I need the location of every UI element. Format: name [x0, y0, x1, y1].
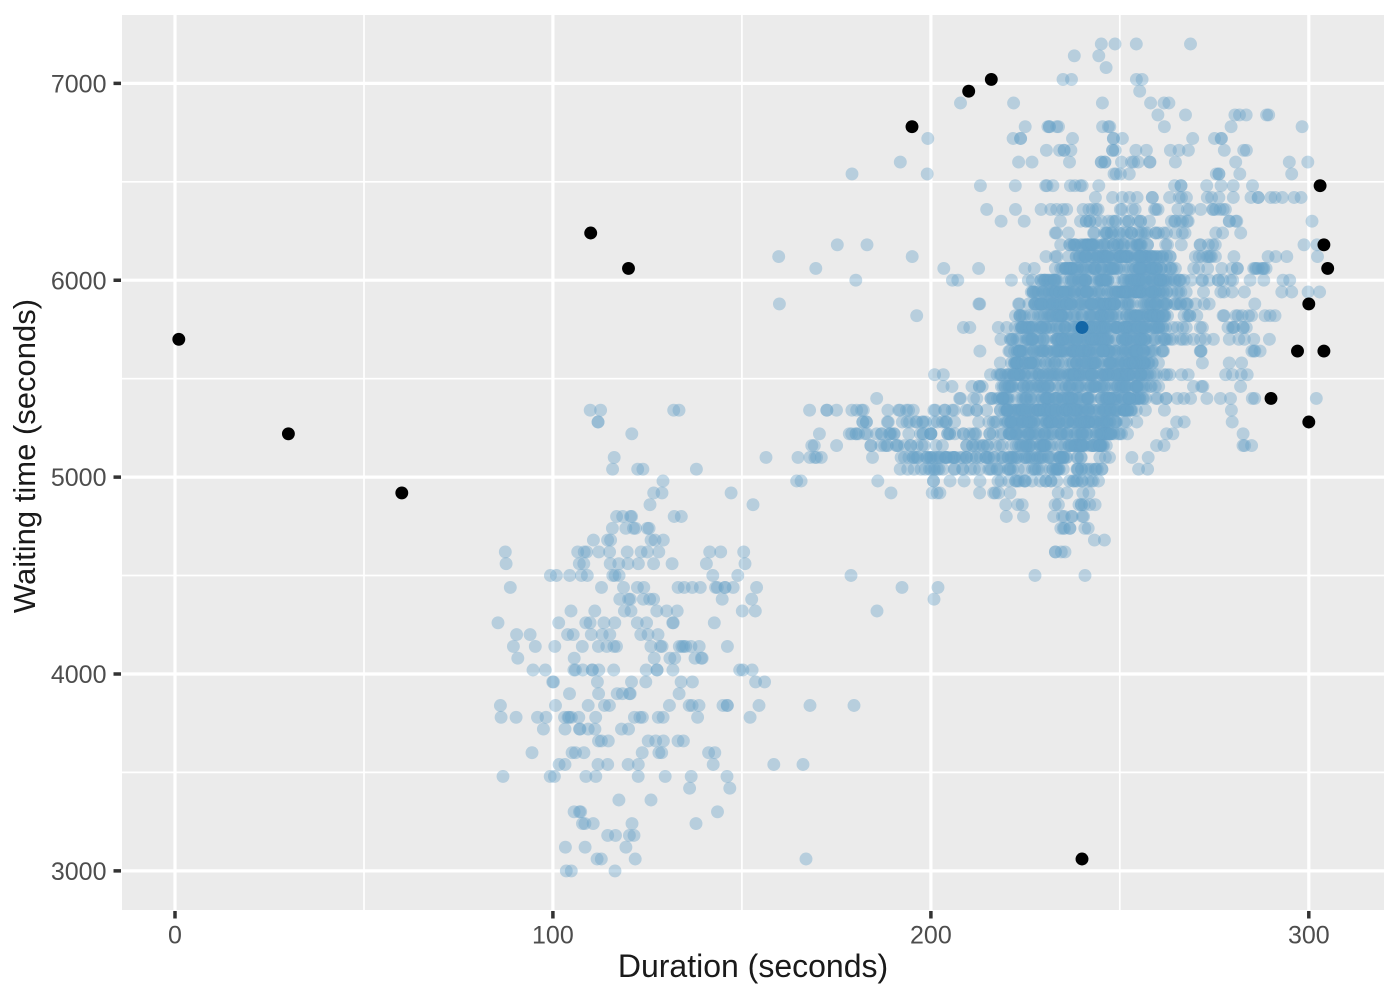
- svg-text:300: 300: [1288, 922, 1330, 950]
- svg-text:0: 0: [168, 922, 182, 950]
- svg-text:Waiting time (seconds): Waiting time (seconds): [7, 299, 42, 613]
- svg-text:4000: 4000: [51, 661, 107, 689]
- svg-text:6000: 6000: [51, 267, 107, 295]
- svg-text:3000: 3000: [51, 858, 107, 886]
- svg-text:5000: 5000: [51, 464, 107, 492]
- svg-text:7000: 7000: [51, 71, 107, 99]
- svg-text:Duration (seconds): Duration (seconds): [618, 948, 888, 984]
- svg-text:200: 200: [910, 922, 952, 950]
- svg-text:100: 100: [532, 922, 574, 950]
